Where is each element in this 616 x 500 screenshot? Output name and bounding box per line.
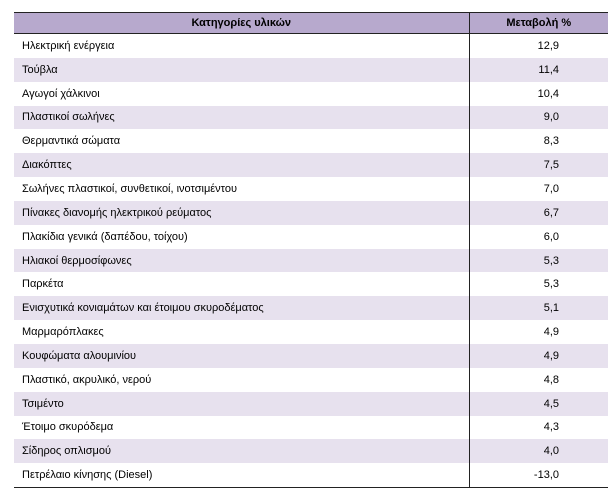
material-category: Διακόπτες xyxy=(14,153,469,178)
change-percent: 5,3 xyxy=(468,248,608,273)
change-percent: 9,0 xyxy=(468,105,608,130)
header-category: Κατηγορίες υλικών xyxy=(14,12,469,34)
material-category: Σωλήνες πλαστικοί, συνθετικοί, ινοτσιμέν… xyxy=(14,177,469,201)
table-row: Τούβλα 11,4 xyxy=(14,57,608,82)
change-percent: 4,3 xyxy=(468,415,608,440)
table-row: Τσιμέντο 4,5 xyxy=(14,391,608,416)
material-category: Μαρμαρόπλακες xyxy=(14,320,469,344)
material-category: Τσιμέντο xyxy=(14,391,469,416)
material-category: Ηλιακοί θερμοσίφωνες xyxy=(14,248,469,273)
material-category: Τούβλα xyxy=(14,57,469,82)
table-row: Ενισχυτικά κονιαμάτων και έτοιμου σκυροδ… xyxy=(14,296,608,321)
table-row: Σωλήνες πλαστικοί, συνθετικοί, ινοτσιμέν… xyxy=(14,177,608,201)
change-percent: 4,0 xyxy=(468,439,608,464)
material-category: Ενισχυτικά κονιαμάτων και έτοιμου σκυροδ… xyxy=(14,296,469,321)
table-row: Πίνακες διανομής ηλεκτρικού ρεύματος 6,7 xyxy=(14,200,608,225)
material-category: Έτοιμο σκυρόδεμα xyxy=(14,415,469,440)
change-percent: 8,3 xyxy=(468,129,608,154)
change-percent: 6,0 xyxy=(468,224,608,249)
table-header-row: Κατηγορίες υλικών Μεταβολή % xyxy=(14,12,608,34)
table-row: Πλαστικό, ακρυλικό, νερού 4,8 xyxy=(14,367,608,392)
material-category: Πετρέλαιο κίνησης (Diesel) xyxy=(14,463,469,489)
change-percent: 6,7 xyxy=(468,200,608,225)
change-percent: 12,9 xyxy=(468,33,608,58)
table-row: Παρκέτα 5,3 xyxy=(14,272,608,297)
table-row: Διακόπτες 7,5 xyxy=(14,153,608,178)
table-row: Έτοιμο σκυρόδεμα 4,3 xyxy=(14,415,608,440)
table-row: Πετρέλαιο κίνησης (Diesel) -13,0 xyxy=(14,463,608,489)
change-percent: 7,0 xyxy=(468,177,608,201)
header-change-percent: Μεταβολή % xyxy=(468,12,608,34)
table-body: Ηλεκτρική ενέργεια 12,9 Τούβλα 11,4 Αγωγοί χ… xyxy=(14,33,608,489)
table-row: Πλακίδια γενικά (δαπέδου, τοίχου) 6,0 xyxy=(14,224,608,249)
material-category: Θερμαντικά σώματα xyxy=(14,129,469,154)
material-category: Σίδηρος οπλισμού xyxy=(14,439,469,464)
table-row: Κουφώματα αλουμινίου 4,9 xyxy=(14,343,608,368)
change-percent: 11,4 xyxy=(468,57,608,82)
material-category: Πλακίδια γενικά (δαπέδου, τοίχου) xyxy=(14,224,469,249)
material-category: Ηλεκτρική ενέργεια xyxy=(14,33,469,58)
change-percent: 4,9 xyxy=(468,343,608,368)
change-percent: 5,1 xyxy=(468,296,608,321)
material-category: Αγωγοί χάλκινοι xyxy=(14,81,469,106)
material-category: Κουφώματα αλουμινίου xyxy=(14,343,469,368)
table-row: Ηλεκτρική ενέργεια 12,9 xyxy=(14,33,608,58)
table-row: Σίδηρος οπλισμού 4,0 xyxy=(14,439,608,464)
table-row: Μαρμαρόπλακες 4,9 xyxy=(14,320,608,344)
material-category: Πίνακες διανομής ηλεκτρικού ρεύματος xyxy=(14,200,469,225)
table-row: Ηλιακοί θερμοσίφωνες 5,3 xyxy=(14,248,608,273)
table-row: Αγωγοί χάλκινοι 10,4 xyxy=(14,81,608,106)
change-percent: -13,0 xyxy=(468,463,608,489)
material-category: Παρκέτα xyxy=(14,272,469,297)
change-percent: 7,5 xyxy=(468,153,608,178)
material-category: Πλαστικοί σωλήνες xyxy=(14,105,469,130)
change-percent: 4,8 xyxy=(468,367,608,392)
table-row: Θερμαντικά σώματα 8,3 xyxy=(14,129,608,154)
change-percent: 10,4 xyxy=(468,81,608,106)
change-percent: 4,9 xyxy=(468,320,608,344)
change-percent: 4,5 xyxy=(468,391,608,416)
table-row: Πλαστικοί σωλήνες 9,0 xyxy=(14,105,608,130)
materials-table: Κατηγορίες υλικών Μεταβολή % Ηλεκτρική ε… xyxy=(14,12,608,489)
material-category: Πλαστικό, ακρυλικό, νερού xyxy=(14,367,469,392)
change-percent: 5,3 xyxy=(468,272,608,297)
